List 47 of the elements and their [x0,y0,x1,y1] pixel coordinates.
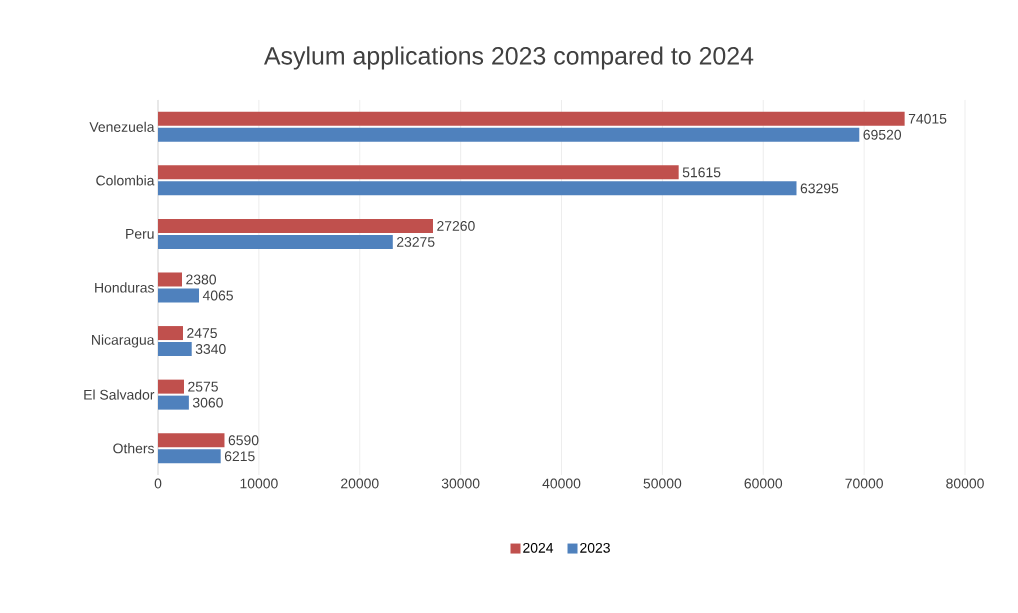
data-label: 3340 [195,344,226,354]
x-tick-label: 50000 [643,478,682,489]
data-label: 4065 [202,290,233,301]
x-tick-label: 40000 [542,478,581,489]
bar [158,449,221,464]
bar [158,181,797,196]
bar [158,111,905,126]
data-label: 74015 [908,113,947,124]
x-tick-label: 80000 [946,478,984,489]
bar [158,165,679,180]
data-label: 6215 [224,451,255,462]
bar [158,234,393,249]
data-label: 69520 [863,129,902,140]
bar [158,288,200,303]
data-label: 23275 [397,236,435,247]
bar [158,127,860,142]
data-label: 3060 [192,397,223,408]
data-label: 51615 [682,167,721,178]
data-label: 6590 [228,435,259,446]
x-tick-label: 70000 [845,478,883,489]
bar [158,326,183,341]
x-tick-label: 30000 [441,478,480,489]
y-tick-label: Honduras [95,282,154,293]
y-tick-label: El Salvador [84,389,155,400]
y-tick-label: Nicaragua [92,334,155,348]
data-label: 2475 [187,328,217,338]
bar [158,342,192,357]
data-label: 2380 [186,274,217,285]
bar [158,433,225,448]
y-tick-label: Peru [126,229,154,239]
x-tick-label: 0 [154,478,162,489]
data-label: 2575 [188,381,218,392]
legend-label: 2023 [580,542,610,553]
chart-title: Asylum applications 2023 compared to 2024 [263,46,754,70]
y-tick-label: Colombia [96,175,155,186]
data-label: 27260 [437,220,475,231]
bar [158,379,184,394]
x-tick-label: 60000 [744,478,783,489]
y-tick-label: Venezuela [89,121,155,132]
bar [158,272,183,287]
y-tick-label: Others [113,443,154,454]
x-tick-label: 20000 [341,478,379,489]
data-label: 63295 [800,183,839,194]
bar [158,218,433,233]
bar [158,395,189,410]
legend-label: 2024 [523,542,554,553]
x-tick-label: 10000 [240,478,278,489]
